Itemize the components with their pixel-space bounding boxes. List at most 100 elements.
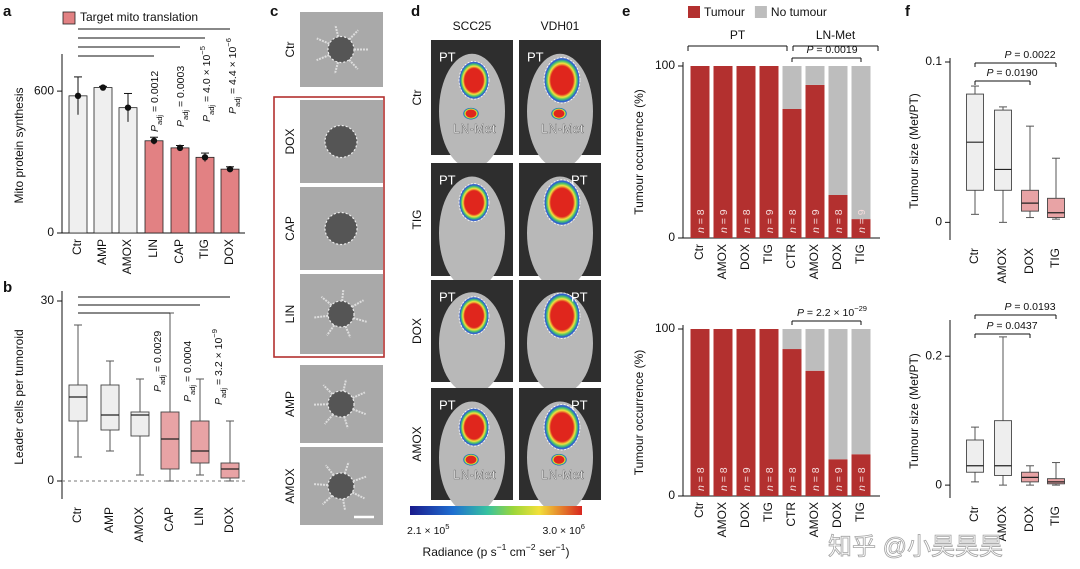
box	[220, 462, 240, 479]
text-run: = 4.4 × 10	[227, 47, 239, 97]
x-tick-label: DOX	[1022, 506, 1036, 532]
p-value: Padj = 3.2 × 10−9	[210, 329, 228, 405]
x-tick-label: AMOX	[995, 248, 1009, 283]
text-run: n	[810, 485, 822, 491]
p-value: Padj = 4.4 × 10−6	[224, 38, 242, 114]
protrusion	[353, 317, 367, 323]
mean-dot	[99, 84, 107, 91]
text-run: = 9	[741, 467, 753, 485]
image-label: PT	[571, 172, 588, 187]
text-run: n	[856, 485, 868, 491]
row-label: DOX	[410, 318, 424, 344]
row-label: TIG	[410, 210, 424, 230]
bar-segment	[713, 329, 733, 496]
p-value: P = 0.0193	[1004, 301, 1055, 313]
colorbar-min: 2.1 × 105	[407, 522, 449, 537]
box	[1021, 189, 1039, 212]
n-label: n = 8	[810, 467, 822, 491]
legend-label: Tumour	[704, 5, 745, 19]
row-label: Ctr	[410, 90, 424, 106]
bar-segment	[805, 66, 825, 85]
protrusion	[325, 464, 335, 476]
y-tick-label: 0	[668, 488, 675, 502]
text-run: P	[986, 67, 993, 79]
x-tick-label: AMOX	[120, 239, 134, 274]
lymph-node-signal	[551, 107, 567, 120]
protrusion	[348, 59, 359, 70]
panel-letter: d	[411, 3, 420, 20]
text-run: P	[806, 44, 813, 56]
x-tick-label: TIG	[761, 244, 775, 264]
image-label: PT	[571, 397, 588, 412]
column-label: VDH01	[541, 19, 580, 33]
text-run: = 0.0012	[149, 71, 161, 115]
text-run: n	[787, 485, 799, 491]
bar	[68, 95, 88, 234]
image-label: PT	[439, 172, 456, 187]
p-value: P = 0.0437	[986, 320, 1037, 332]
bar-segment	[805, 370, 825, 496]
x-tick-label: AMP	[102, 507, 116, 533]
legend-label: No tumour	[771, 5, 827, 19]
image-label: PT	[571, 289, 588, 304]
row-label: LIN	[283, 305, 297, 324]
y-tick-label: 0	[668, 230, 675, 244]
y-tick-label: 100	[655, 58, 675, 72]
protrusion	[334, 24, 340, 38]
mean-dot	[150, 137, 158, 144]
lymph-node-signal	[551, 453, 567, 466]
text-run: = 8	[810, 467, 822, 485]
colorbar-max: 3.0 × 106	[543, 522, 585, 537]
image-label: PT	[439, 397, 456, 412]
text-run: n	[833, 227, 845, 233]
panel-letter: b	[3, 279, 12, 296]
y-axis-title: Leader cells per tumoroid	[12, 329, 26, 464]
tumour-signal	[458, 407, 490, 447]
x-tick-label: DOX	[830, 244, 844, 270]
box	[190, 420, 210, 464]
lymph-node-signal	[463, 107, 479, 120]
bar-segment	[828, 329, 848, 460]
text-run: adj	[158, 375, 167, 385]
n-label: n = 9	[741, 467, 753, 491]
y-tick-label: 0	[47, 473, 54, 487]
protrusion	[352, 391, 366, 399]
text-run: = 9	[856, 209, 868, 227]
tumoroid	[327, 35, 355, 64]
protrusion	[333, 61, 340, 75]
group-label: LN-Met	[816, 28, 856, 42]
bar	[195, 156, 215, 234]
protrusion	[343, 461, 350, 474]
text-run: n	[695, 227, 707, 233]
x-tick-label: DOX	[1022, 248, 1036, 274]
y-tick-label: 100	[655, 321, 675, 335]
text-run: n	[741, 485, 753, 491]
text-run: cm	[506, 545, 525, 559]
tumour-signal	[543, 404, 581, 451]
text-run: −6	[224, 38, 233, 47]
colorbar	[410, 506, 582, 515]
text-run: = 8	[741, 209, 753, 227]
text-run: = 0.0193	[1011, 301, 1055, 313]
image-label: LN-Met	[541, 467, 584, 482]
text-run: n	[718, 227, 730, 233]
text-run: = 9	[764, 209, 776, 227]
image-label: PT	[439, 289, 456, 304]
protrusion	[320, 296, 333, 306]
panel-letter: a	[3, 3, 12, 20]
mean-dot	[124, 104, 132, 111]
image-label: PT	[439, 49, 456, 64]
protrusion	[326, 324, 336, 336]
bar-segment	[851, 454, 871, 496]
y-axis-title: Tumour occurrence (%)	[632, 350, 646, 476]
protrusion	[322, 384, 334, 395]
panel-letter: e	[622, 3, 630, 20]
bar-segment	[690, 66, 710, 238]
text-run: n	[856, 227, 868, 233]
text-run: )	[565, 545, 569, 559]
tumoroid	[327, 300, 355, 328]
text-run: n	[718, 485, 730, 491]
n-label: n = 9	[810, 209, 822, 233]
text-run: −5	[198, 46, 207, 55]
column-label: SCC25	[453, 19, 492, 33]
